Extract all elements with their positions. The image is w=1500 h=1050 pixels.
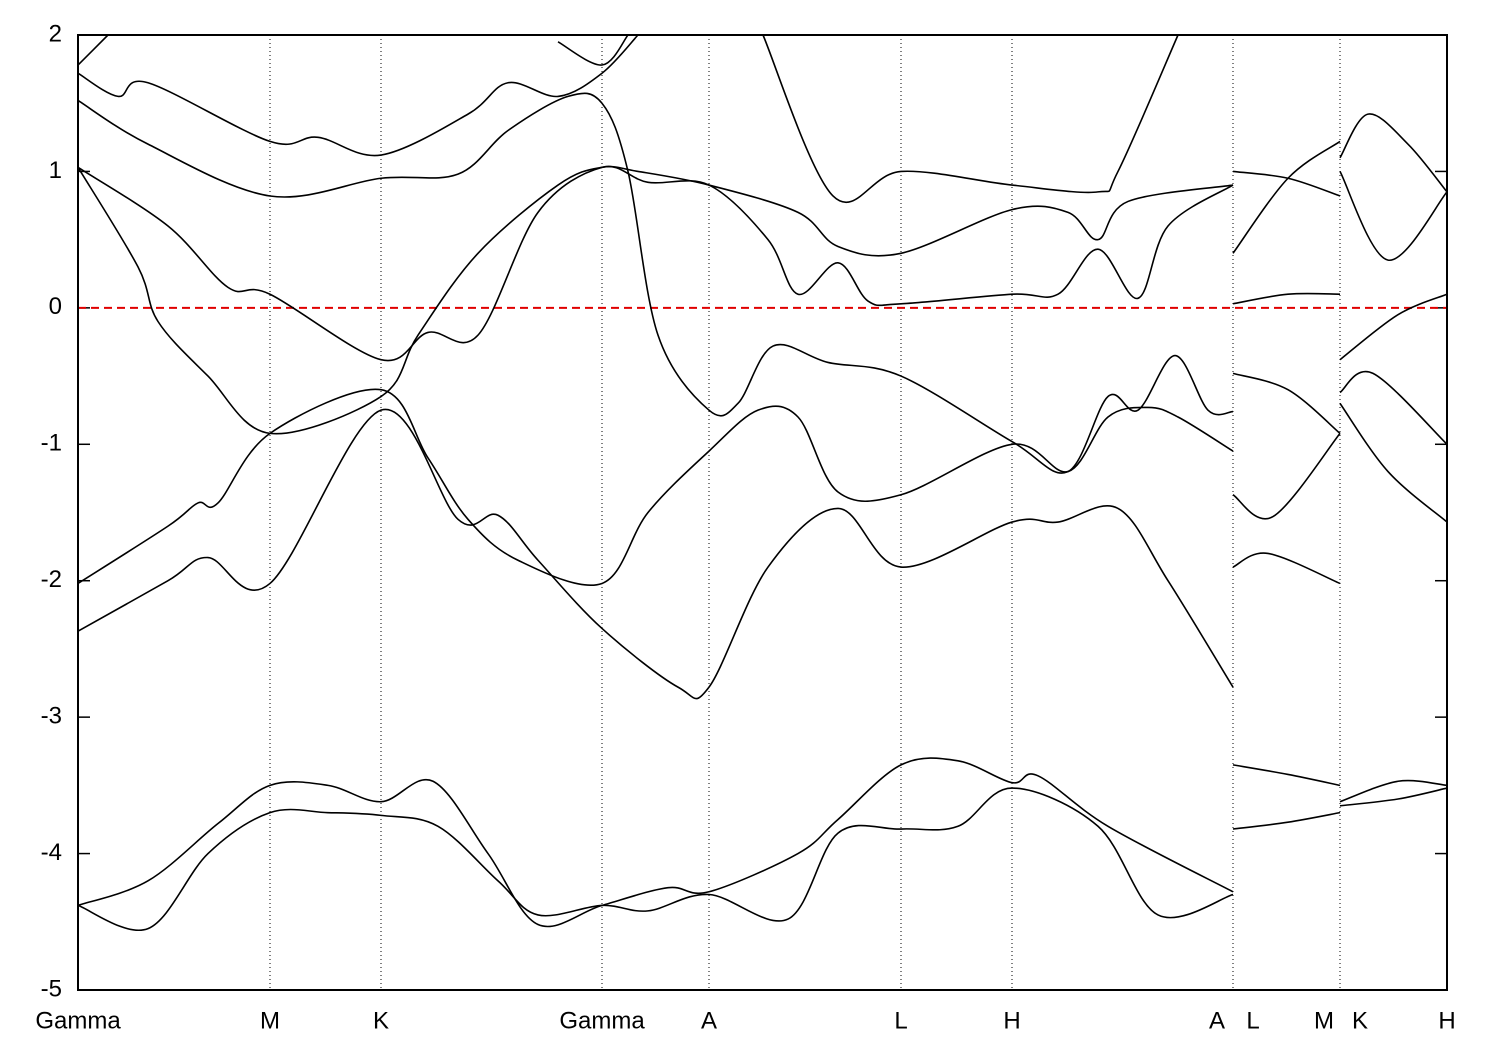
band (1232, 170, 1341, 197)
x-tick-label: A (701, 1007, 717, 1034)
band (1232, 811, 1341, 830)
band (1339, 402, 1448, 523)
x-tick-label: K (373, 1007, 389, 1034)
band (1232, 764, 1341, 787)
plot-frame (77, 34, 1448, 991)
band (762, 34, 1179, 204)
band (1339, 779, 1448, 803)
band (1232, 140, 1341, 254)
y-tick-label: -3 (41, 702, 62, 729)
band (1232, 432, 1341, 520)
y-tick-label: 1 (49, 157, 62, 184)
band (77, 92, 1234, 474)
band (1339, 113, 1448, 193)
band (1339, 171, 1448, 261)
x-tick-label: K (1352, 1007, 1368, 1034)
band (77, 165, 1234, 435)
band (1232, 372, 1341, 434)
band (77, 165, 1234, 362)
band (1339, 787, 1448, 807)
y-tick-label: 2 (49, 20, 62, 47)
band (1232, 552, 1341, 585)
band (77, 787, 1234, 931)
x-tick-label: M (1314, 1007, 1334, 1034)
band (1339, 293, 1448, 361)
x-tick-label: Gamma (35, 1007, 121, 1034)
band (77, 757, 1234, 928)
x-tick-label: H (1003, 1007, 1020, 1034)
band (1232, 292, 1341, 305)
x-tick-label: Gamma (559, 1007, 645, 1034)
y-tick-label: 0 (49, 293, 62, 320)
x-tick-label: H (1438, 1007, 1455, 1034)
band (77, 388, 1234, 586)
x-tick-label: L (1246, 1007, 1259, 1034)
band (77, 408, 1234, 700)
y-tick-label: -1 (41, 430, 62, 457)
band (1339, 370, 1448, 445)
y-tick-label: -4 (41, 839, 62, 866)
y-tick-label: -5 (41, 975, 62, 1002)
band (557, 34, 629, 66)
band (77, 34, 639, 157)
x-tick-label: M (260, 1007, 280, 1034)
band (77, 34, 109, 66)
x-tick-label: A (1209, 1007, 1225, 1034)
x-tick-label: L (894, 1007, 907, 1034)
y-tick-label: -2 (41, 566, 62, 593)
